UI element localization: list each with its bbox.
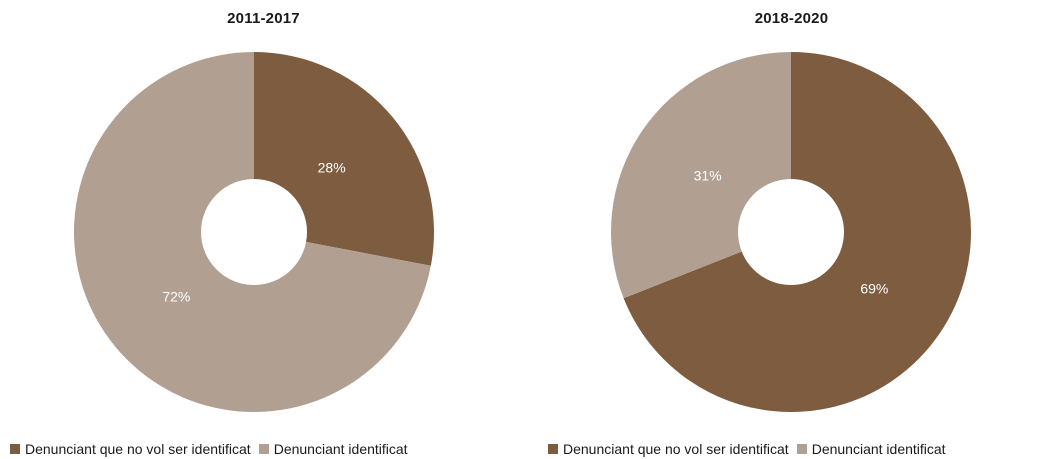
legend-item-identified: Denunciant identificat	[796, 441, 946, 457]
chart-title: 2011-2017	[227, 10, 300, 27]
slice-label-1: 31%	[694, 167, 722, 183]
legend: Denunciant que no vol ser identificat De…	[10, 441, 416, 457]
legend-label: Denunciant identificat	[811, 441, 946, 457]
legend: Denunciant que no vol ser identificat De…	[548, 441, 954, 457]
donut-chart-svg: 69% 31%	[611, 52, 971, 413]
slice-label-1: 72%	[162, 288, 190, 304]
slice-label-0: 28%	[318, 160, 346, 176]
legend-item-identified: Denunciant identificat	[258, 441, 408, 457]
legend-label: Denunciant que no vol ser identificat	[25, 441, 251, 457]
chart-title: 2018-2020	[754, 10, 829, 27]
legend-swatch-identified	[796, 444, 807, 454]
legend-swatch-identified	[258, 444, 269, 454]
slice-label-0: 69%	[860, 281, 888, 297]
donut-hole	[738, 179, 844, 285]
legend-label: Denunciant identificat	[273, 441, 408, 457]
legend-swatch-unidentified	[548, 444, 558, 454]
donut-chart-svg: 28% 72%	[74, 52, 435, 413]
legend-swatch-unidentified	[10, 444, 20, 454]
chart-2011-2017: 2011-2017 28% 72%	[0, 0, 527, 459]
legend-label: Denunciant que no vol ser identificat	[563, 441, 789, 457]
legend-item-unidentified: Denunciant que no vol ser identificat	[10, 441, 251, 457]
legend-item-unidentified: Denunciant que no vol ser identificat	[548, 441, 789, 457]
donut-hole	[201, 179, 307, 285]
chart-2018-2020: 2018-2020 69% 31%	[528, 0, 1055, 459]
